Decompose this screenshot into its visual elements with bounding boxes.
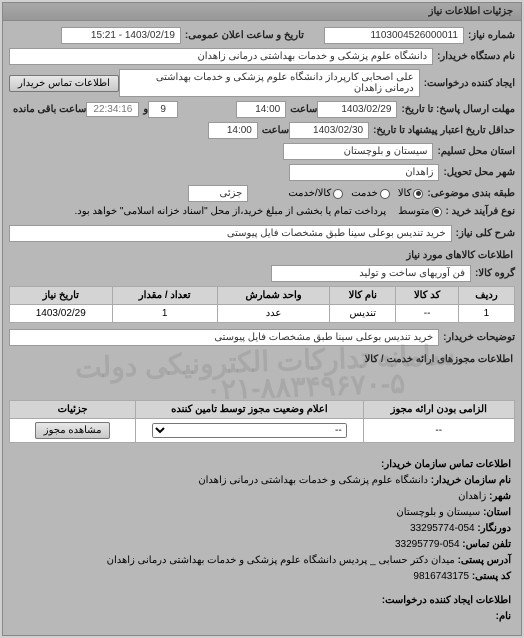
need-details-panel: جزئیات اطلاعات نیاز شماره نیاز: 11030045… xyxy=(2,2,522,636)
req-no-value: 1103004526000011 xyxy=(324,27,464,44)
view-permit-button[interactable]: مشاهده مجوز xyxy=(35,422,111,439)
th-name: نام کالا xyxy=(330,287,396,305)
contact-block: اطلاعات تماس سازمان خریدار: نام سازمان خ… xyxy=(9,453,515,589)
city-value: زاهدان xyxy=(289,164,439,181)
radio-medium[interactable] xyxy=(432,207,442,217)
permits-table: الزامی بودن ارائه مجوز اعلام وضعیت مجوز … xyxy=(9,400,515,443)
buy-type-label: نوع فرآیند خرید : xyxy=(446,206,515,217)
remain-timer: 22:34:16 xyxy=(86,102,139,117)
permits-title: اطلاعات مجوزهای ارائه خدمت / کالا xyxy=(363,350,515,369)
footer-block: اطلاعات ایجاد کننده درخواست: نام: xyxy=(9,589,515,629)
buyer-contact-button[interactable]: اطلاعات تماس خریدار xyxy=(9,75,119,92)
goods-group-label: گروه کالا: xyxy=(475,268,515,279)
goods-table: ردیف کد کالا نام کالا واحد شمارش تعداد /… xyxy=(9,286,515,323)
deadline-to-date: 1403/02/30 xyxy=(289,122,369,139)
buy-type-note: پرداخت تمام یا بخشی از مبلغ خرید،از محل … xyxy=(75,206,387,217)
buyer-label: نام دستگاه خریدار: xyxy=(437,51,515,62)
pub-date-label: تاریخ و ساعت اعلان عمومی: xyxy=(185,30,304,41)
city-label: شهر محل تحویل: xyxy=(443,167,515,178)
and-label: و xyxy=(143,104,148,115)
deadline-send-label: مهلت ارسال پاسخ: تا تاریخ: xyxy=(401,104,515,115)
subject-cat-radios: کالا خدمت کالا/خدمت xyxy=(288,188,423,199)
deadline-to-label: حداقل تاریخ اعتبار پیشنهاد تا تاریخ: xyxy=(373,125,515,136)
th-required: الزامی بودن ارائه مجوز xyxy=(363,401,515,419)
subject-cat-label: طبقه بندی موضوعی: xyxy=(427,188,515,199)
buyer-note-label: توضیحات خریدار: xyxy=(443,332,515,343)
radio-goods-service[interactable] xyxy=(333,189,343,199)
th-row: ردیف xyxy=(458,287,514,305)
deadline-send-time: 14:00 xyxy=(236,101,286,118)
subject-part: جزئی xyxy=(188,185,248,202)
permit-status-select[interactable]: -- xyxy=(152,423,347,438)
radio-goods[interactable] xyxy=(413,189,423,199)
th-details: جزئیات xyxy=(10,401,136,419)
creator-label: ایجاد کننده درخواست: xyxy=(424,78,515,89)
province-value: سیستان و بلوچستان xyxy=(283,143,433,160)
remain-text: ساعت باقی مانده xyxy=(13,104,86,115)
th-date: تاریخ نیاز xyxy=(10,287,113,305)
goods-title: اطلاعات کالاهای مورد نیاز xyxy=(9,246,515,265)
th-qty: تعداد / مقدار xyxy=(112,287,217,305)
desc-label: شرح کلی نیاز: xyxy=(456,228,515,239)
radio-service[interactable] xyxy=(380,189,390,199)
province-label: استان محل تسلیم: xyxy=(437,146,515,157)
th-status: اعلام وضعیت مجوز توسط تامین کننده xyxy=(136,401,363,419)
th-code: کد کالا xyxy=(396,287,459,305)
pub-date-value: 1403/02/19 - 15:21 xyxy=(61,27,181,44)
panel-title: جزئیات اطلاعات نیاز xyxy=(3,3,521,21)
buy-type-radios: متوسط xyxy=(398,206,441,217)
table-row: -- -- مشاهده مجوز xyxy=(10,419,515,443)
buyer-value: دانشگاه علوم پزشکی و خدمات بهداشتی درمان… xyxy=(9,48,433,65)
goods-group-value: فن آوریهای ساخت و تولید xyxy=(271,265,471,282)
req-no-label: شماره نیاز: xyxy=(468,30,515,41)
th-unit: واحد شمارش xyxy=(217,287,330,305)
remain-days: 9 xyxy=(148,101,178,118)
deadline-send-date: 1403/02/29 xyxy=(317,101,397,118)
creator-value: علی اصحابی کارپرداز دانشگاه علوم پزشکی و… xyxy=(119,69,420,97)
time-label-2: ساعت xyxy=(262,125,289,136)
buyer-note-value: خرید تندیس بوعلی سینا طبق مشخصات فایل پی… xyxy=(9,329,439,346)
deadline-to-time: 14:00 xyxy=(208,122,258,139)
time-label-1: ساعت xyxy=(290,104,317,115)
table-row: 1 -- تندیس عدد 1 1403/02/29 xyxy=(10,305,515,323)
desc-value: خرید تندیس بوعلی سینا طبق مشخصات فایل پی… xyxy=(9,225,452,242)
